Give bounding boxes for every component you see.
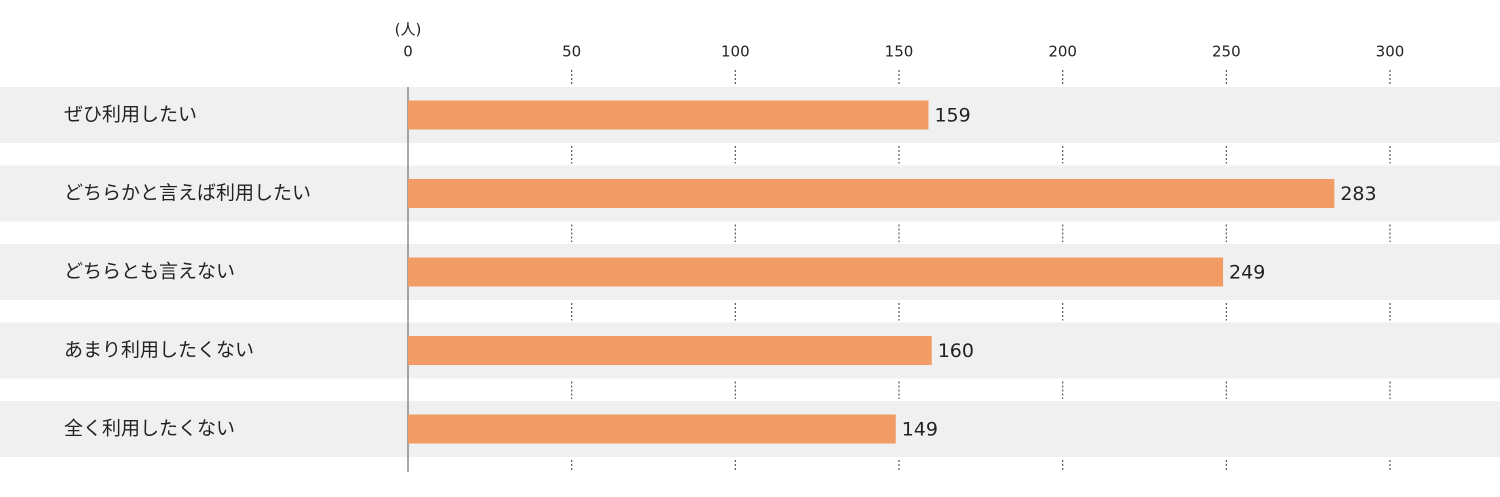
x-tick-label: 0	[403, 43, 413, 61]
x-tick-label: 250	[1212, 43, 1241, 61]
x-tick-label: 50	[562, 43, 581, 61]
bar	[408, 414, 896, 444]
x-tick-label: 100	[721, 43, 750, 61]
x-tick-label: 150	[885, 43, 914, 61]
category-label: ぜひ利用したい	[64, 104, 197, 126]
bar	[408, 179, 1335, 208]
category-label: どちらとも言えない	[64, 261, 235, 283]
value-label: 283	[1340, 183, 1376, 205]
value-label: 249	[1229, 262, 1265, 284]
category-label: あまり利用したくない	[64, 339, 254, 361]
bar	[408, 336, 932, 365]
x-tick-label: 300	[1376, 43, 1405, 61]
x-tick-label: 200	[1048, 43, 1077, 61]
value-label: 159	[934, 105, 970, 127]
bar	[408, 100, 929, 130]
category-label: 全く利用したくない	[64, 418, 235, 440]
bar	[408, 257, 1224, 287]
x-axis-unit: (人)	[395, 21, 422, 39]
value-label: 149	[902, 419, 938, 441]
value-label: 160	[938, 340, 974, 362]
category-label: どちらかと言えば利用したい	[64, 182, 311, 204]
